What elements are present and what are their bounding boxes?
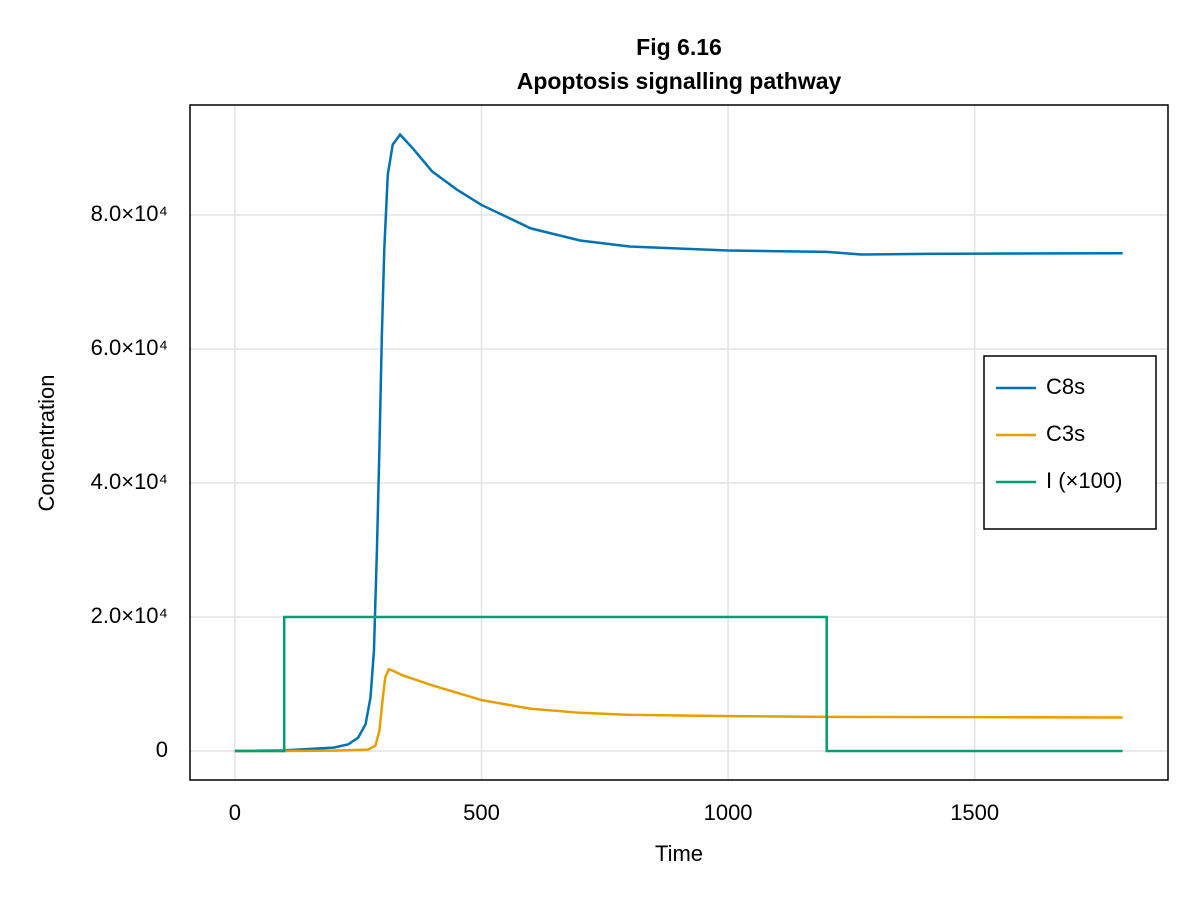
x-tick-label: 500 — [463, 800, 500, 825]
x-tick-label: 1000 — [704, 800, 753, 825]
x-tick-label: 1500 — [950, 800, 999, 825]
y-tick-label: 6.0×10⁴ — [91, 335, 168, 360]
y-tick-label: 8.0×10⁴ — [91, 201, 168, 226]
series-line — [234, 132, 1123, 753]
legend-box — [983, 355, 1157, 530]
x-axis-label: Time — [655, 841, 703, 866]
series-line — [234, 667, 1123, 753]
plot-frame — [189, 104, 1169, 781]
chart-title: Fig 6.16 — [636, 34, 722, 60]
y-tick-label: 4.0×10⁴ — [91, 469, 168, 494]
legend-label: I (×100) — [1046, 468, 1122, 493]
x-tick-label: 0 — [229, 800, 241, 825]
y-tick-label: 0 — [156, 737, 168, 762]
legend-label: C8s — [1046, 374, 1085, 399]
chart-subtitle: Apoptosis signalling pathway — [517, 68, 842, 94]
y-axis-label: Concentration — [34, 375, 59, 512]
legend-label: C3s — [1046, 421, 1085, 446]
series-line — [234, 615, 1123, 753]
y-tick-label: 2.0×10⁴ — [91, 603, 168, 628]
